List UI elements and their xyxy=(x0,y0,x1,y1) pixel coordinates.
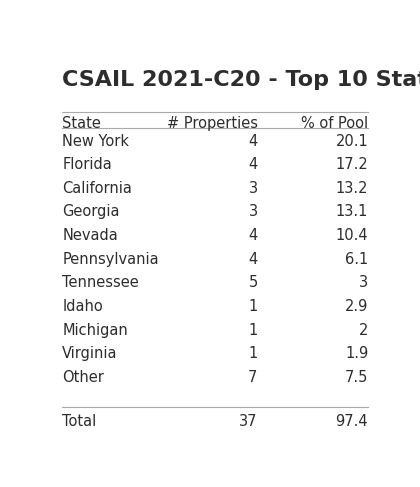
Text: 4: 4 xyxy=(248,133,257,149)
Text: 4: 4 xyxy=(248,252,257,267)
Text: 3: 3 xyxy=(249,181,257,196)
Text: Virginia: Virginia xyxy=(62,346,118,361)
Text: Georgia: Georgia xyxy=(62,205,120,220)
Text: Nevada: Nevada xyxy=(62,228,118,243)
Text: 13.2: 13.2 xyxy=(336,181,368,196)
Text: 1.9: 1.9 xyxy=(345,346,368,361)
Text: 7: 7 xyxy=(248,370,257,385)
Text: 4: 4 xyxy=(248,228,257,243)
Text: 2: 2 xyxy=(359,322,368,337)
Text: 3: 3 xyxy=(249,205,257,220)
Text: 2.9: 2.9 xyxy=(345,299,368,314)
Text: Tennessee: Tennessee xyxy=(62,275,139,290)
Text: 37: 37 xyxy=(239,413,257,429)
Text: 20.1: 20.1 xyxy=(336,133,368,149)
Text: 3: 3 xyxy=(359,275,368,290)
Text: Pennsylvania: Pennsylvania xyxy=(62,252,159,267)
Text: 1: 1 xyxy=(248,322,257,337)
Text: 1: 1 xyxy=(248,299,257,314)
Text: Idaho: Idaho xyxy=(62,299,103,314)
Text: 5: 5 xyxy=(248,275,257,290)
Text: % of Pool: % of Pool xyxy=(301,116,368,131)
Text: Other: Other xyxy=(62,370,104,385)
Text: Michigan: Michigan xyxy=(62,322,128,337)
Text: California: California xyxy=(62,181,132,196)
Text: 7.5: 7.5 xyxy=(345,370,368,385)
Text: 13.1: 13.1 xyxy=(336,205,368,220)
Text: Total: Total xyxy=(62,413,97,429)
Text: 6.1: 6.1 xyxy=(345,252,368,267)
Text: 17.2: 17.2 xyxy=(336,157,368,172)
Text: # Properties: # Properties xyxy=(167,116,257,131)
Text: 10.4: 10.4 xyxy=(336,228,368,243)
Text: New York: New York xyxy=(62,133,129,149)
Text: State: State xyxy=(62,116,101,131)
Text: 97.4: 97.4 xyxy=(336,413,368,429)
Text: 4: 4 xyxy=(248,157,257,172)
Text: CSAIL 2021-C20 - Top 10 States: CSAIL 2021-C20 - Top 10 States xyxy=(62,70,420,90)
Text: 1: 1 xyxy=(248,346,257,361)
Text: Florida: Florida xyxy=(62,157,112,172)
